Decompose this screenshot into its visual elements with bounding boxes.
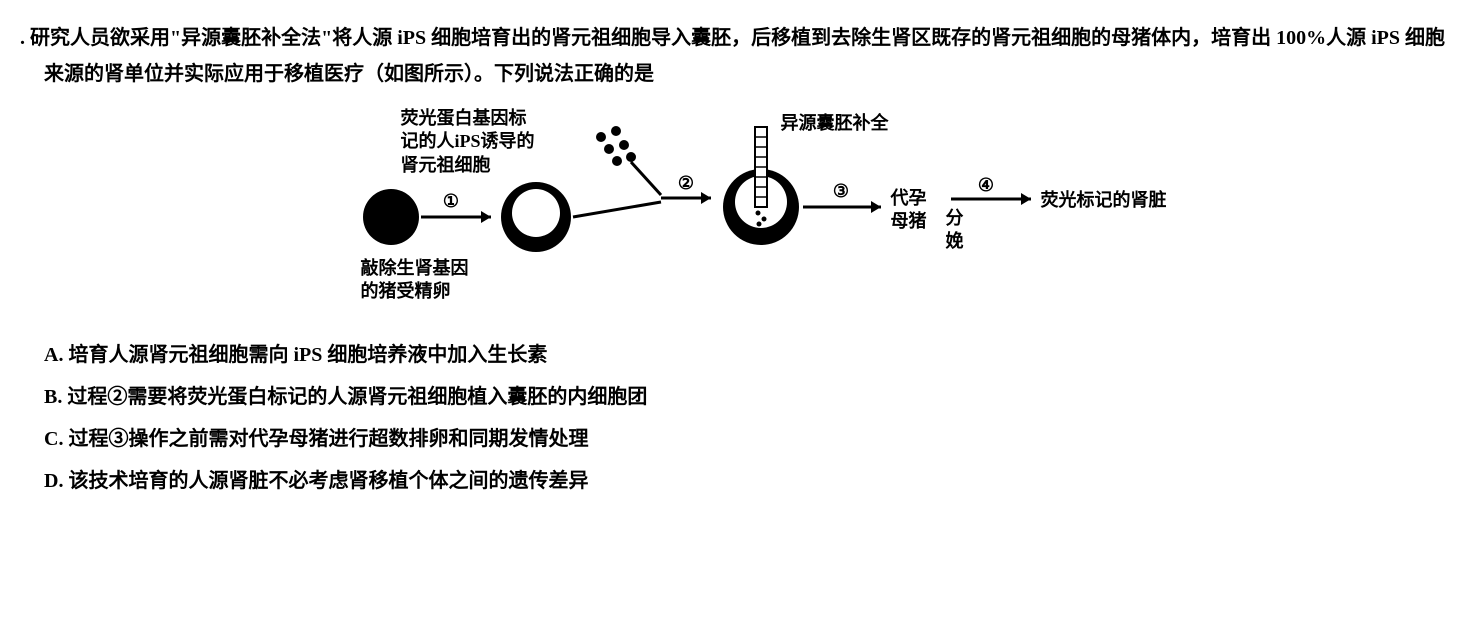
injected-dot	[756, 222, 761, 227]
arrow-2-head	[701, 192, 711, 204]
step-2-marker: ②	[677, 173, 693, 193]
option-c: C. 过程③操作之前需对代孕母猪进行超数排卵和同期发情处理	[20, 421, 1461, 457]
options-block: A. 培育人源肾元祖细胞需向 iPS 细胞培养液中加入生长素 B. 过程②需要将…	[20, 337, 1461, 499]
label-ips-cells: 荧光蛋白基因标记的人iPS诱导的肾元祖细胞	[401, 107, 535, 177]
option-a: A. 培育人源肾元祖细胞需向 iPS 细胞培养液中加入生长素	[20, 337, 1461, 373]
ips-dot	[604, 144, 614, 154]
zygote-circle	[363, 189, 419, 245]
question-prefix: .	[20, 27, 30, 49]
step-3-marker: ③	[832, 181, 848, 201]
ips-dot	[596, 132, 606, 142]
arrow-2a-line	[573, 202, 661, 217]
injected-dot	[761, 217, 766, 222]
label-complement-text: 异源囊胚补全	[781, 113, 889, 133]
ips-dot	[626, 152, 636, 162]
label-surrogate-text: 代孕母猪	[891, 188, 927, 231]
label-zygote: 敲除生肾基因的猪受精卵	[361, 257, 469, 304]
label-result: 荧光标记的肾脏	[1041, 189, 1167, 212]
label-surrogate: 代孕母猪	[891, 187, 927, 234]
arrow-1-head	[481, 211, 491, 223]
blastocyst-inner	[512, 189, 560, 237]
ips-dot	[612, 156, 622, 166]
ips-dot	[611, 126, 621, 136]
label-delivery: 分娩	[946, 207, 964, 254]
ips-dot	[619, 140, 629, 150]
label-delivery-text: 分娩	[946, 208, 964, 251]
step-1-marker: ①	[442, 191, 458, 211]
step-4-marker: ④	[977, 175, 993, 195]
label-complement: 异源囊胚补全	[781, 112, 889, 135]
question-stem: . 研究人员欲采用"异源囊胚补全法"将人源 iPS 细胞培育出的肾元祖细胞导入囊…	[20, 20, 1461, 92]
diagram: ① ② ③	[291, 107, 1191, 317]
option-d: D. 该技术培育的人源肾脏不必考虑肾移植个体之间的遗传差异	[20, 463, 1461, 499]
label-result-text: 荧光标记的肾脏	[1041, 190, 1167, 210]
injected-dot	[755, 211, 760, 216]
label-zygote-text: 敲除生肾基因的猪受精卵	[361, 258, 469, 301]
label-ips-text: 荧光蛋白基因标记的人iPS诱导的肾元祖细胞	[401, 108, 535, 175]
arrow-2b-line	[631, 162, 661, 195]
arrow-4-head	[1021, 193, 1031, 205]
arrow-3-head	[871, 201, 881, 213]
option-b: B. 过程②需要将荧光蛋白标记的人源肾元祖细胞植入囊胚的内细胞团	[20, 379, 1461, 415]
question-text-content: 研究人员欲采用"异源囊胚补全法"将人源 iPS 细胞培育出的肾元祖细胞导入囊胚，…	[30, 27, 1445, 85]
